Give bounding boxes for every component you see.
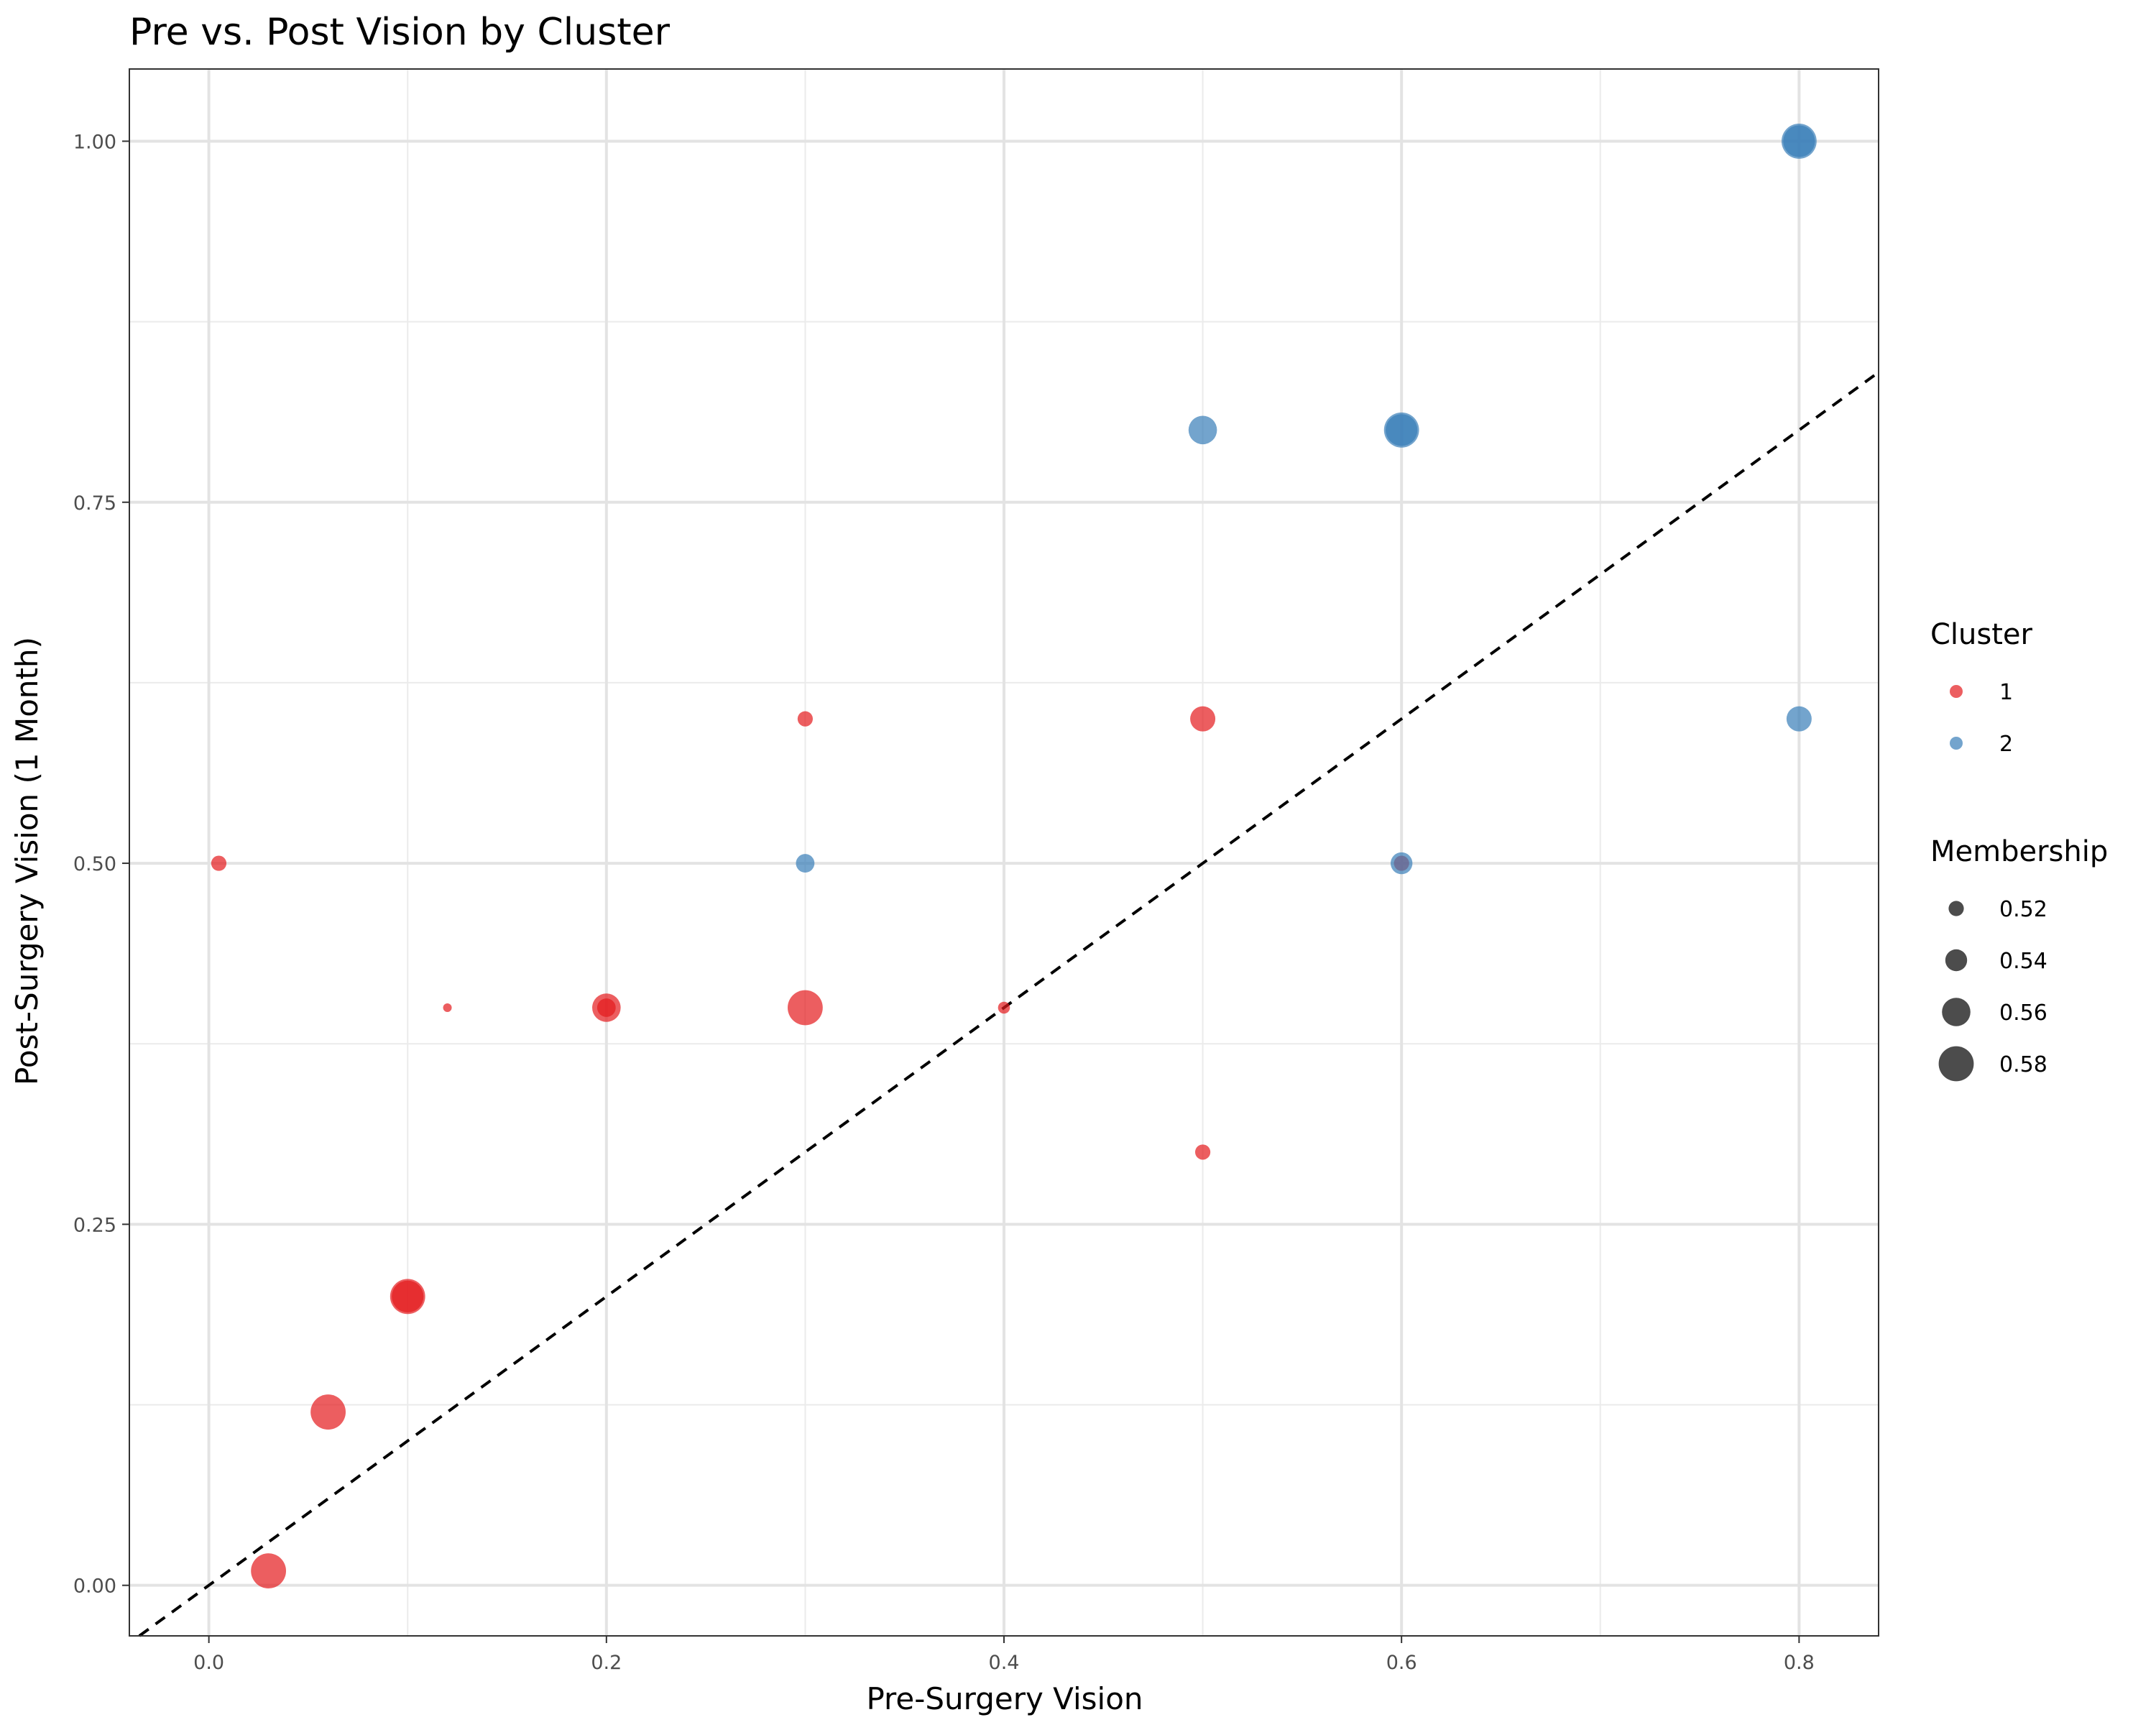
grid-lines xyxy=(129,69,1879,1636)
data-point xyxy=(1783,125,1815,157)
data-point xyxy=(797,711,814,727)
data-point xyxy=(310,1394,346,1430)
data-point xyxy=(211,855,227,871)
legend-cluster-label: 1 xyxy=(1999,680,2013,705)
data-point xyxy=(392,1280,424,1312)
data-point xyxy=(443,1003,452,1012)
legend-membership-label: 0.54 xyxy=(1999,949,2047,974)
y-tick-label: 0.75 xyxy=(73,492,116,515)
chart-title: Pre vs. Post Vision by Cluster xyxy=(129,11,671,54)
y-tick-label: 0.25 xyxy=(73,1214,116,1236)
identity-reference-line xyxy=(138,371,1880,1637)
data-point xyxy=(1194,1144,1211,1160)
data-point xyxy=(788,990,823,1026)
y-tick-label: 0.00 xyxy=(73,1576,116,1598)
data-point xyxy=(1190,706,1216,732)
reference-line-group xyxy=(138,371,1880,1637)
legend-membership-key xyxy=(1948,901,1964,916)
data-point xyxy=(796,854,815,873)
y-tick-label: 1.00 xyxy=(73,131,116,153)
data-point xyxy=(1386,414,1418,446)
y-axis-title: Post-Surgery Vision (1 Month) xyxy=(9,637,45,1085)
data-point xyxy=(251,1553,287,1588)
legend-membership-label: 0.58 xyxy=(1999,1052,2047,1077)
x-tick-label: 0.4 xyxy=(989,1652,1020,1674)
x-tick-label: 0.0 xyxy=(193,1652,224,1674)
x-tick-label: 0.8 xyxy=(1784,1652,1815,1674)
legend-membership-label: 0.52 xyxy=(1999,897,2047,922)
data-points xyxy=(211,124,1817,1588)
legend-cluster-key xyxy=(1950,737,1963,750)
y-axis-ticks: 0.00 0.25 0.50 0.75 1.00 xyxy=(73,131,129,1598)
y-tick-label: 0.50 xyxy=(73,853,116,875)
legend-membership-key xyxy=(1942,998,1971,1026)
data-point xyxy=(1786,706,1812,732)
x-axis-title: Pre-Surgery Vision xyxy=(866,1681,1143,1716)
legend-cluster-label: 2 xyxy=(1999,732,2013,757)
series-cluster-1 xyxy=(211,706,1409,1588)
data-point xyxy=(1188,415,1217,445)
series-cluster-2 xyxy=(796,124,1817,875)
legend-cluster: Cluster 1 2 xyxy=(1930,618,2033,757)
data-point xyxy=(1390,852,1413,875)
data-point xyxy=(998,1001,1010,1014)
legend-membership-key xyxy=(1938,1046,1974,1082)
legend-cluster-title: Cluster xyxy=(1930,618,2033,651)
x-tick-label: 0.2 xyxy=(591,1652,622,1674)
legend-membership-title: Membership xyxy=(1930,835,2108,868)
legend-membership-key xyxy=(1945,949,1968,972)
legend-membership: Membership 0.52 0.54 0.56 0.58 xyxy=(1930,835,2108,1082)
data-point xyxy=(596,998,616,1017)
legend-cluster-key xyxy=(1950,685,1963,698)
x-tick-label: 0.6 xyxy=(1386,1652,1417,1674)
legend-membership-label: 0.56 xyxy=(1999,1000,2047,1026)
x-axis-ticks: 0.0 0.2 0.4 0.6 0.8 xyxy=(193,1636,1815,1674)
